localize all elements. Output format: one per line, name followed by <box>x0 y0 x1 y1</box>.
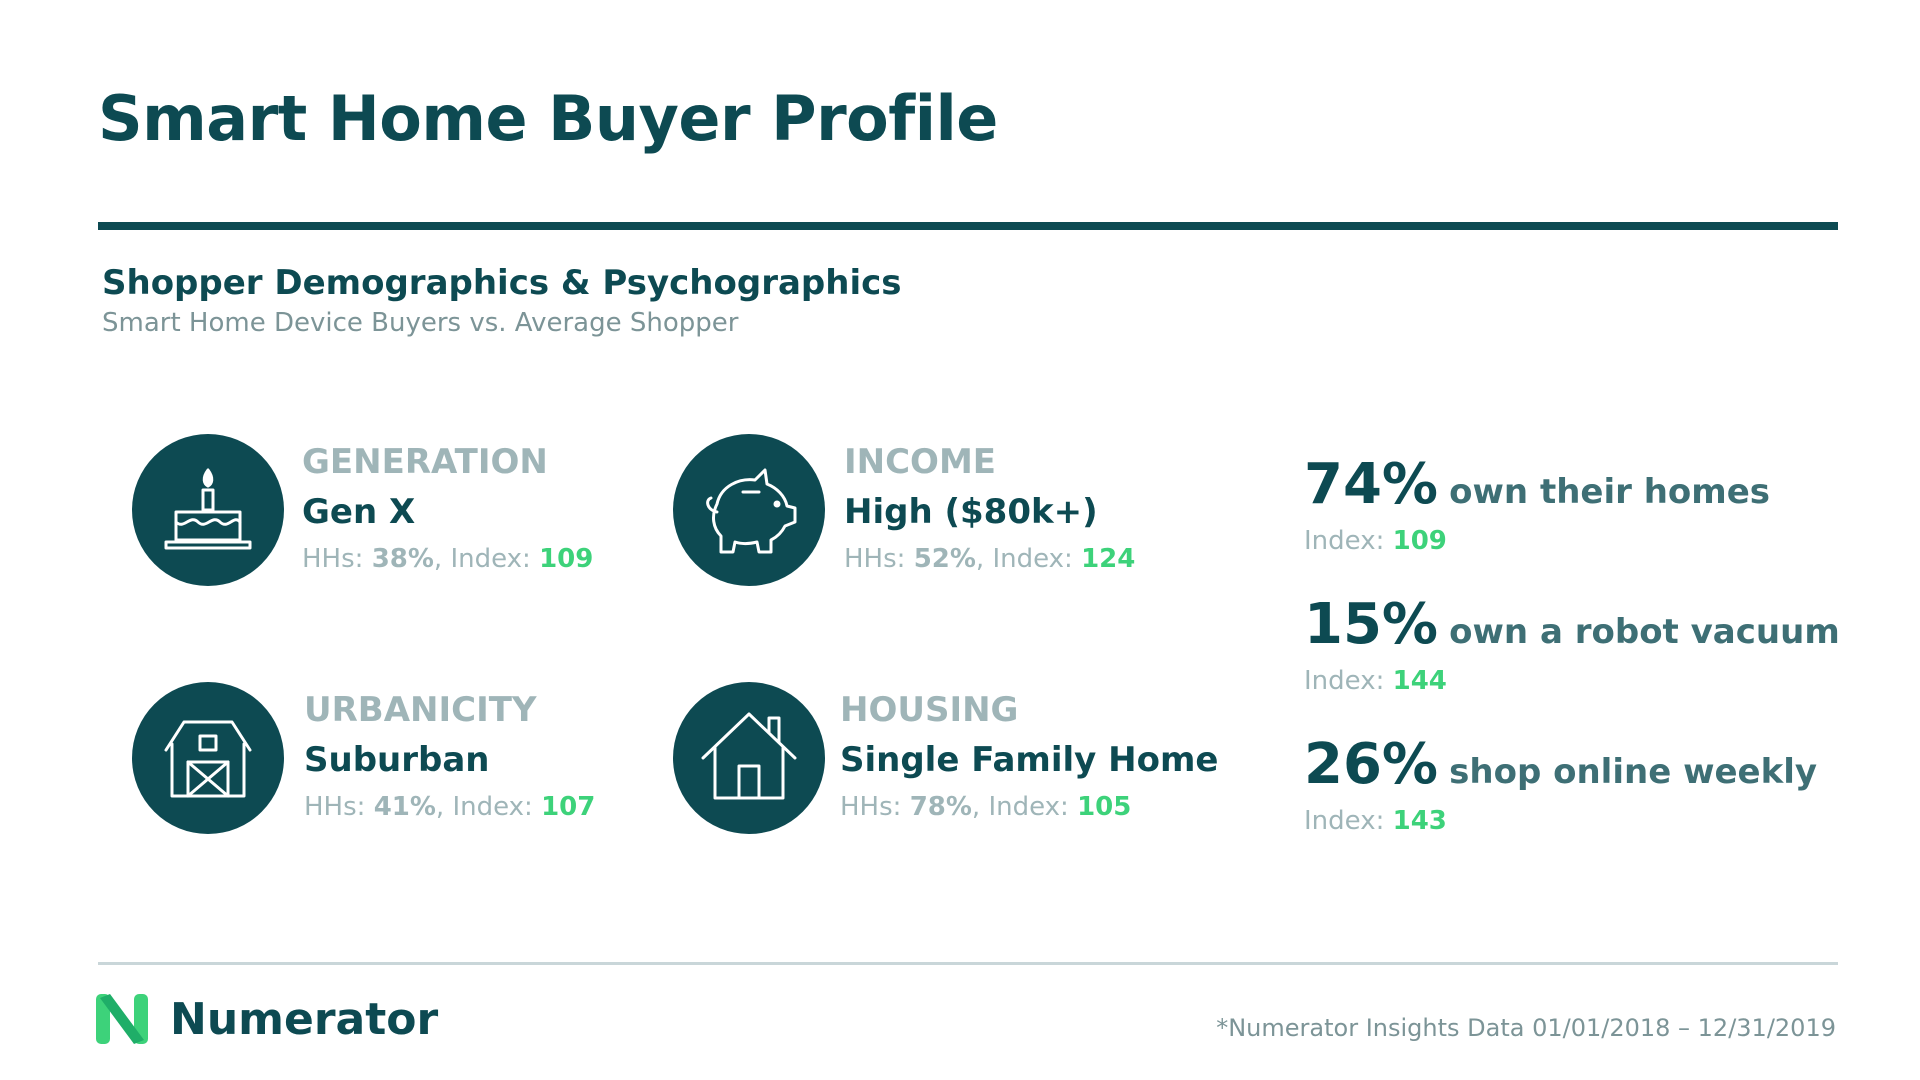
brand-name: Numerator <box>170 994 439 1045</box>
index-value: 109 <box>1392 526 1447 556</box>
stat-percent: 15% <box>1304 592 1439 657</box>
stat-description: shop online weekly <box>1449 752 1818 792</box>
stat-index: Index: 109 <box>1304 526 1447 556</box>
hhs-value: 38% <box>371 544 434 574</box>
generation-meta: HHs: 38%, Index: 109 <box>302 544 594 574</box>
index-value: 105 <box>1077 792 1132 822</box>
index-value: 107 <box>541 792 596 822</box>
generation-value: Gen X <box>302 492 416 532</box>
hhs-label: HHs: <box>304 792 366 822</box>
stat-description: own their homes <box>1449 472 1771 512</box>
index-value: 124 <box>1081 544 1136 574</box>
index-label: Index: <box>1304 806 1385 836</box>
stat-percent: 26% <box>1304 732 1439 797</box>
urbanicity-value: Suburban <box>304 740 490 780</box>
stat-line: 74% own their homes <box>1304 452 1770 517</box>
birthday-cake-icon <box>132 434 284 586</box>
stat-line: 15% own a robot vacuum <box>1304 592 1840 657</box>
index-value: 109 <box>539 544 594 574</box>
data-source-footnote: *Numerator Insights Data 01/01/2018 – 12… <box>1216 1014 1836 1042</box>
generation-label: GENERATION <box>302 442 548 482</box>
hhs-label: HHs: <box>840 792 902 822</box>
section-subtitle: Smart Home Device Buyers vs. Average Sho… <box>102 308 739 338</box>
hhs-value: 52% <box>913 544 976 574</box>
stat-percent: 74% <box>1304 452 1439 517</box>
index-label: Index: <box>1304 666 1385 696</box>
urbanicity-meta: HHs: 41%, Index: 107 <box>304 792 596 822</box>
stat-line: 26% shop online weekly <box>1304 732 1817 797</box>
stat-index: Index: 144 <box>1304 666 1447 696</box>
numerator-n-logo-icon <box>96 994 148 1044</box>
stat-index: Index: 143 <box>1304 806 1447 836</box>
housing-label: HOUSING <box>840 690 1019 730</box>
index-value: 143 <box>1392 806 1447 836</box>
index-value: 144 <box>1392 666 1447 696</box>
hhs-value: 41% <box>373 792 436 822</box>
hhs-label: HHs: <box>844 544 906 574</box>
piggy-bank-icon <box>673 434 825 586</box>
housing-meta: HHs: 78%, Index: 105 <box>840 792 1132 822</box>
index-label: Index: <box>450 544 531 574</box>
header-divider <box>98 222 1838 230</box>
housing-value: Single Family Home <box>840 740 1219 780</box>
index-label: Index: <box>992 544 1073 574</box>
page-title: Smart Home Buyer Profile <box>98 82 998 155</box>
urbanicity-label: URBANICITY <box>304 690 537 730</box>
section-title: Shopper Demographics & Psychographics <box>102 263 902 303</box>
index-label: Index: <box>988 792 1069 822</box>
index-label: Index: <box>1304 526 1385 556</box>
footer-divider <box>98 962 1838 965</box>
income-value: High ($80k+) <box>844 492 1098 532</box>
income-label: INCOME <box>844 442 997 482</box>
income-meta: HHs: 52%, Index: 124 <box>844 544 1136 574</box>
barn-icon <box>132 682 284 834</box>
stat-description: own a robot vacuum <box>1449 612 1840 652</box>
hhs-label: HHs: <box>302 544 364 574</box>
house-icon <box>673 682 825 834</box>
index-label: Index: <box>452 792 533 822</box>
hhs-value: 78% <box>909 792 972 822</box>
